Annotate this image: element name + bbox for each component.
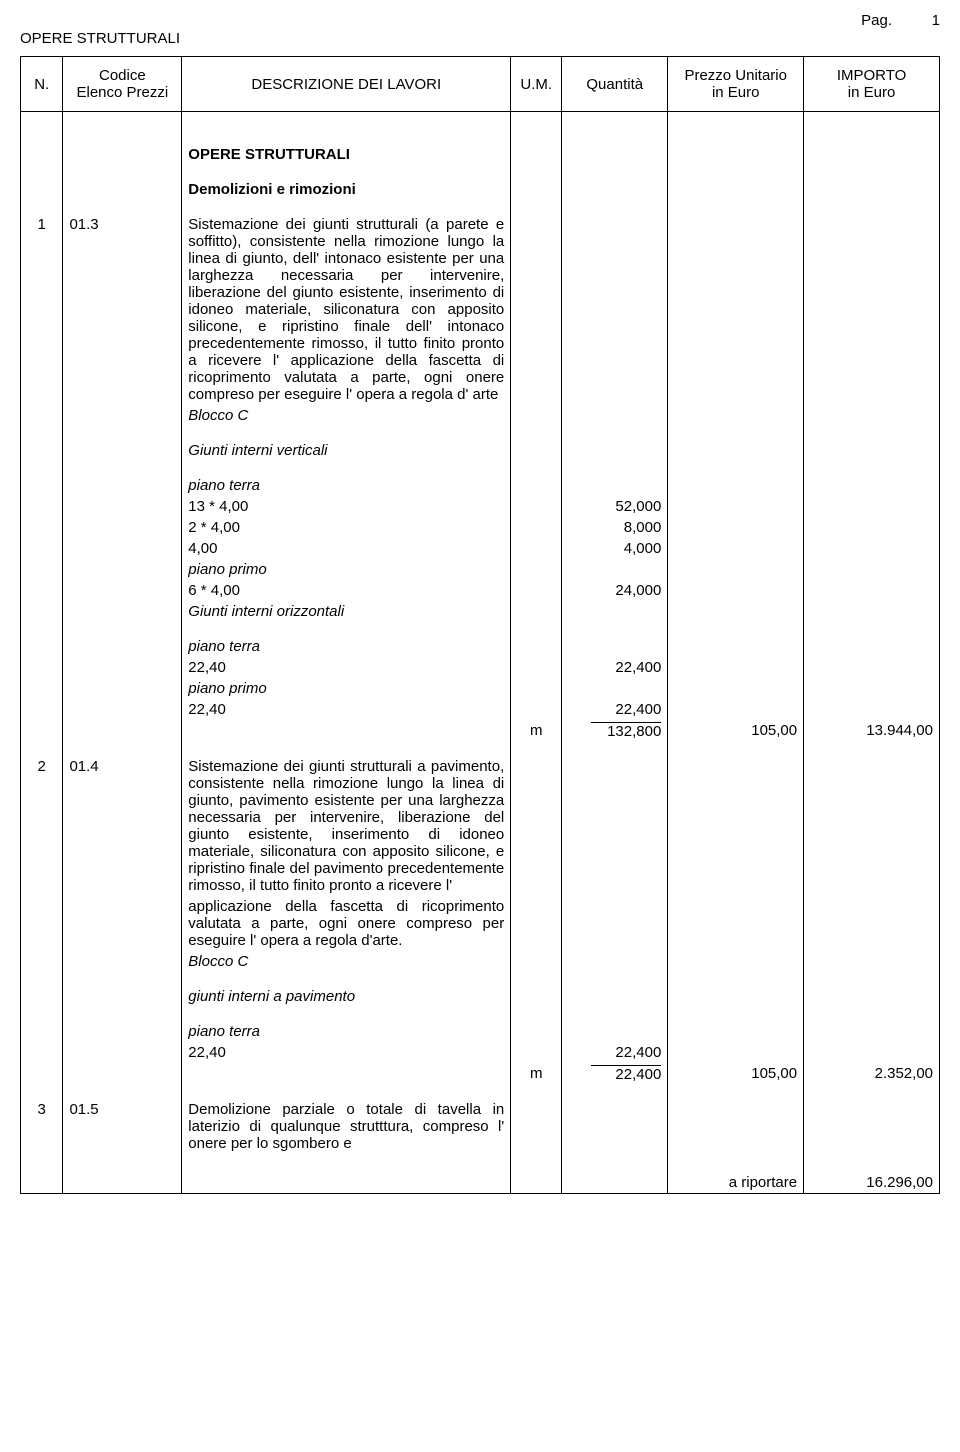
item-row: 2 01.4 Sistemazione dei giunti struttura… <box>21 756 940 896</box>
item-code: 01.3 <box>63 214 182 405</box>
calc-line: 22,40 <box>182 699 511 720</box>
col-qty: Quantità <box>562 57 668 112</box>
um: m <box>511 1063 562 1085</box>
page-label: Pag. <box>861 12 892 29</box>
carry-forward-label: a riportare <box>668 1172 804 1194</box>
calc-line: 4,00 <box>182 538 511 559</box>
subgroup: giunti interni a pavimento <box>182 986 511 1007</box>
qty-value: 4,000 <box>562 538 668 559</box>
section-subtitle-row: Demolizioni e rimozioni <box>21 179 940 200</box>
page-number: 1 <box>932 12 940 29</box>
item-n: 1 <box>21 214 63 405</box>
item-row: 3 01.5 Demolizione parziale o totale di … <box>21 1099 940 1154</box>
section-title: OPERE STRUTTURALI <box>182 144 511 165</box>
subgroup: Giunti interni verticali <box>182 440 511 461</box>
item-code: 01.5 <box>63 1099 182 1154</box>
col-desc: DESCRIZIONE DEI LAVORI <box>182 57 511 112</box>
table-header-row: N. Codice Elenco Prezzi DESCRIZIONE DEI … <box>21 57 940 112</box>
section-title-row: OPERE STRUTTURALI <box>21 144 940 165</box>
qty-value: 22,400 <box>562 1042 668 1063</box>
block-label: Blocco C <box>182 405 511 426</box>
qty-value: 22,400 <box>562 657 668 678</box>
col-n: N. <box>21 57 63 112</box>
item-total-row: m 22,400 105,00 2.352,00 <box>21 1063 940 1085</box>
floor-label: piano terra <box>182 636 511 657</box>
calc-line: 2 * 4,00 <box>182 517 511 538</box>
item-row: 1 01.3 Sistemazione dei giunti struttura… <box>21 214 940 405</box>
section-subtitle: Demolizioni e rimozioni <box>182 179 511 200</box>
item-desc: Sistemazione dei giunti strutturali a pa… <box>182 756 511 896</box>
item-n: 2 <box>21 756 63 896</box>
bill-of-quantities-table: N. Codice Elenco Prezzi DESCRIZIONE DEI … <box>20 56 940 1194</box>
calc-line: 6 * 4,00 <box>182 580 511 601</box>
item-n: 3 <box>21 1099 63 1154</box>
col-price: Prezzo Unitario in Euro <box>668 57 804 112</box>
calc-line: 22,40 <box>182 1042 511 1063</box>
col-total: IMPORTO in Euro <box>804 57 940 112</box>
item-total-row: m 132,800 105,00 13.944,00 <box>21 720 940 742</box>
qty-total: 22,400 <box>591 1065 661 1083</box>
amount: 13.944,00 <box>804 720 940 742</box>
qty-value: 52,000 <box>562 496 668 517</box>
qty-value: 22,400 <box>562 699 668 720</box>
unit-price: 105,00 <box>668 1063 804 1085</box>
floor-label: piano terra <box>182 475 511 496</box>
um: m <box>511 720 562 742</box>
col-code: Codice Elenco Prezzi <box>63 57 182 112</box>
item-code: 01.4 <box>63 756 182 896</box>
col-um: U.M. <box>511 57 562 112</box>
item-desc: Demolizione parziale o totale di tavella… <box>182 1099 511 1154</box>
calc-line: 22,40 <box>182 657 511 678</box>
carry-forward-amount: 16.296,00 <box>804 1172 940 1194</box>
floor-label: piano primo <box>182 559 511 580</box>
carry-forward-row: a riportare 16.296,00 <box>21 1172 940 1194</box>
item-desc-cont: applicazione della fascetta di ricoprime… <box>182 896 511 951</box>
calc-line: 13 * 4,00 <box>182 496 511 517</box>
qty-total: 132,800 <box>591 722 661 740</box>
amount: 2.352,00 <box>804 1063 940 1085</box>
item-desc: Sistemazione dei giunti strutturali (a p… <box>182 214 511 405</box>
unit-price: 105,00 <box>668 720 804 742</box>
floor-label: piano terra <box>182 1021 511 1042</box>
block-label: Blocco C <box>182 951 511 972</box>
subgroup: Giunti interni orizzontali <box>182 601 511 622</box>
qty-value: 8,000 <box>562 517 668 538</box>
floor-label: piano primo <box>182 678 511 699</box>
doc-title: OPERE STRUTTURALI <box>20 30 180 47</box>
qty-value: 24,000 <box>562 580 668 601</box>
